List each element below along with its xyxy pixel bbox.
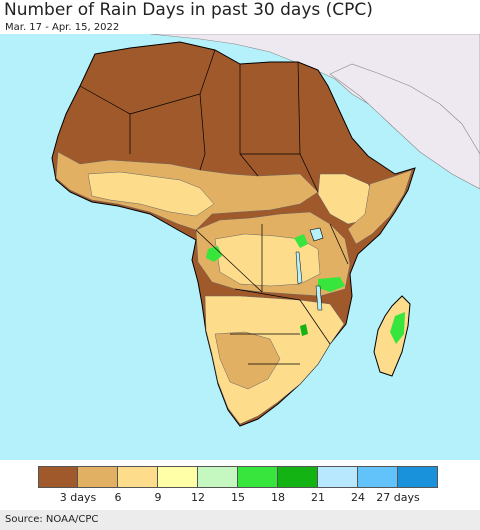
legend-label: 18 — [271, 491, 285, 504]
footer: Source: NOAA/CPC — [0, 510, 480, 530]
country-borders — [79, 49, 349, 365]
congo-basin-zone — [214, 233, 321, 287]
legend-label: 12 — [191, 491, 205, 504]
legend-color-bar — [38, 466, 438, 488]
map-title: Number of Rain Days in past 30 days (CPC… — [4, 0, 373, 20]
legend-swatch — [198, 466, 238, 488]
lake-tanganyika — [295, 251, 303, 285]
legend-label: 3 days — [59, 491, 97, 504]
gabon-wet-area — [206, 246, 222, 262]
tanzania-wet-area — [318, 277, 345, 292]
lake-victoria — [309, 227, 324, 242]
legend-swatch — [278, 466, 318, 488]
legend-swatch — [358, 466, 398, 488]
guinea-coast-zone — [87, 171, 215, 217]
mozambique-wet-area — [300, 324, 308, 336]
legend-label: 15 — [231, 491, 245, 504]
africa-rain-days-map — [0, 34, 480, 460]
uganda-wet-area — [294, 234, 308, 248]
legend-label: 21 — [311, 491, 325, 504]
legend-swatch — [158, 466, 198, 488]
legend-label: 27 days — [376, 491, 420, 504]
legend-label: 9 — [154, 491, 162, 504]
legend-swatch — [398, 466, 438, 488]
legend-swatch — [238, 466, 278, 488]
legend-label: 6 — [114, 491, 122, 504]
date-range: Mar. 17 - Apr. 15, 2022 — [5, 22, 120, 33]
legend-swatch — [118, 466, 158, 488]
legend-swatch — [318, 466, 358, 488]
somalia-zone — [347, 169, 413, 245]
legend-swatch — [38, 466, 78, 488]
legend-swatch — [78, 466, 118, 488]
arabian-peninsula — [329, 63, 480, 190]
legend-labels: 3 days 6 9 12 15 18 21 24 27 days — [38, 491, 438, 507]
lake-malawi — [315, 285, 323, 311]
legend-label: 24 — [351, 491, 365, 504]
madagascar-wet-area — [390, 312, 405, 344]
color-legend: 3 days 6 9 12 15 18 21 24 27 days — [0, 460, 480, 510]
source-credit: Source: NOAA/CPC — [5, 514, 99, 525]
